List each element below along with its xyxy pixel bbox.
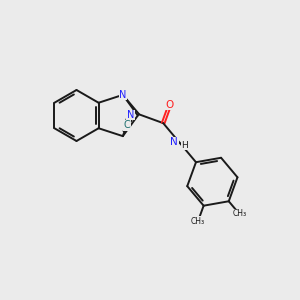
Text: N: N <box>127 110 134 120</box>
Text: C: C <box>124 120 130 130</box>
Text: CH₃: CH₃ <box>232 209 246 218</box>
Text: CH₃: CH₃ <box>191 217 205 226</box>
Text: H: H <box>182 141 188 150</box>
Text: N: N <box>170 137 178 147</box>
Text: N: N <box>119 90 127 100</box>
Text: O: O <box>166 100 174 110</box>
